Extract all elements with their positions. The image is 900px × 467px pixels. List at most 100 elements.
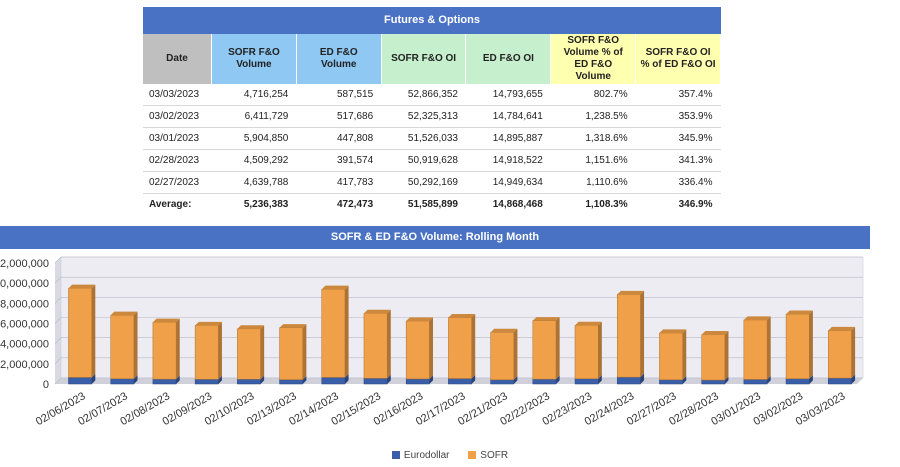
bar-top-sofr [152, 318, 180, 323]
gridline-diagonal [54, 357, 62, 365]
bar-eurodollar [68, 377, 92, 385]
table-cell: 472,473 [337, 199, 374, 210]
bar-sofr [448, 317, 472, 379]
table-cell: 02/27/2023 [143, 171, 212, 194]
y-tick-label: 12,000,000 [0, 258, 49, 270]
table-cell: 336.4% [635, 171, 721, 194]
table-cell: 52,866,352 [381, 84, 466, 106]
bar-sofr [321, 288, 346, 378]
gridline-diagonal [54, 256, 62, 264]
y-tick-label: 8,000,000 [0, 298, 49, 310]
legend-item-eurodollar[interactable]: Eurodollar [391, 450, 452, 461]
bar-top-sofr [363, 309, 391, 314]
gridline-diagonal [54, 297, 62, 304]
table-cell: 1,151.6% [550, 149, 636, 172]
bar-top-sofr [448, 313, 476, 318]
bar-side-eurodollar [556, 375, 560, 384]
bar-eurodollar [659, 379, 683, 385]
bar-eurodollar [743, 379, 768, 385]
bar-sofr [574, 325, 599, 380]
bar-side-eurodollar [176, 375, 180, 384]
table-cell: Average: [149, 199, 192, 210]
bar-side-eurodollar [387, 374, 391, 384]
bar-sofr [405, 320, 430, 380]
bar-top-sofr [195, 321, 222, 326]
table-cell: 417,783 [296, 171, 382, 194]
table-cell: 14,949,634 [465, 171, 551, 194]
gridline-diagonal [54, 337, 62, 344]
bar-side-eurodollar [851, 374, 856, 384]
bar-side-eurodollar [724, 376, 729, 384]
table-cell: 5,904,850 [211, 127, 297, 150]
table-cell: 4,509,292 [211, 149, 297, 172]
bar-side-sofr [809, 310, 813, 379]
table-cell: 4,716,254 [211, 84, 297, 106]
col-header-ed-volume: ED F&O Volume [296, 34, 382, 84]
volume-chart: 0 2,000,000 4,000,000 6,000,000 8,000,000 10,… [0, 256, 864, 428]
bar-side-sofr [682, 329, 687, 380]
bar-eurodollar [616, 376, 641, 385]
y-tick-label: 10,000,000 [0, 278, 49, 290]
bar-top-sofr [786, 310, 813, 315]
legend-label: Eurodollar [403, 450, 450, 461]
bar-side-sofr [724, 330, 729, 381]
col-header-volume-pct: SOFR F&O Volume % of ED F&O Volume [550, 34, 637, 84]
bar-side-sofr [260, 325, 265, 380]
bar-side-eurodollar [682, 376, 687, 384]
bar-eurodollar [405, 378, 430, 385]
bar-side-eurodollar [767, 375, 771, 384]
table-cell: 447,808 [296, 127, 382, 150]
table-cell: 4,639,788 [211, 171, 297, 194]
table-title: Futures & Options [143, 7, 721, 34]
bar-sofr [659, 332, 683, 381]
table-cell: 51,526,033 [381, 127, 466, 150]
bar-eurodollar [237, 379, 261, 385]
y-tick-label: 4,000,000 [0, 339, 49, 351]
bar-top-sofr [110, 311, 138, 316]
bar-top-sofr [743, 316, 771, 320]
legend-item-sofr[interactable]: SOFR [468, 450, 508, 461]
bar-eurodollar [279, 379, 304, 385]
bar-side-eurodollar [429, 375, 433, 384]
bar-sofr [194, 325, 219, 380]
bar-side-sofr [344, 285, 349, 378]
table-cell: 346.9% [678, 199, 713, 210]
table-cell: 52,325,313 [381, 105, 466, 128]
table-cell: 14,784,641 [465, 105, 551, 128]
bar-side-sofr [429, 317, 433, 379]
bar-sofr [363, 313, 388, 379]
bar-side-sofr [218, 321, 222, 380]
table-cell: 802.7% [550, 84, 636, 106]
bar-eurodollar [701, 379, 726, 385]
bar-eurodollar [828, 377, 852, 385]
bar-top-sofr [828, 326, 856, 331]
bar-side-eurodollar [260, 375, 265, 384]
bar-sofr [490, 332, 515, 381]
bar-side-eurodollar [809, 375, 813, 384]
gridline-diagonal [54, 317, 62, 324]
bar-top-sofr [617, 290, 645, 295]
bar-side-eurodollar [133, 375, 138, 384]
bar-side-eurodollar [302, 376, 307, 384]
bar-side-eurodollar [513, 376, 518, 384]
table-row: 03/01/2023 5,904,850 447,808 51,526,033 … [143, 127, 721, 150]
bar-side-sofr [302, 324, 307, 380]
table-cell: 03/01/2023 [143, 127, 212, 150]
col-header-sofr-volume: SOFR F&O Volume [211, 34, 297, 84]
table-cell: 517,686 [296, 105, 382, 128]
table-cell: 6,411,729 [211, 105, 297, 128]
bar-side-sofr [471, 313, 476, 379]
bar-top-sofr [490, 328, 518, 333]
table-cell: 14,918,522 [465, 149, 551, 172]
table-row: 02/28/2023 4,509,292 391,574 50,919,628 … [143, 149, 721, 172]
bar-eurodollar [110, 378, 135, 385]
legend-swatch-sofr [468, 451, 477, 459]
bar-side-eurodollar [344, 373, 349, 384]
bar-eurodollar [363, 378, 388, 385]
chart-title: SOFR & ED F&O Volume: Rolling Month [0, 226, 870, 249]
bar-eurodollar [490, 379, 515, 385]
col-header-ed-oi: ED F&O OI [465, 34, 552, 84]
bar-side-sofr [556, 317, 560, 380]
bar-top-sofr [701, 330, 729, 335]
bar-sofr [785, 313, 810, 380]
